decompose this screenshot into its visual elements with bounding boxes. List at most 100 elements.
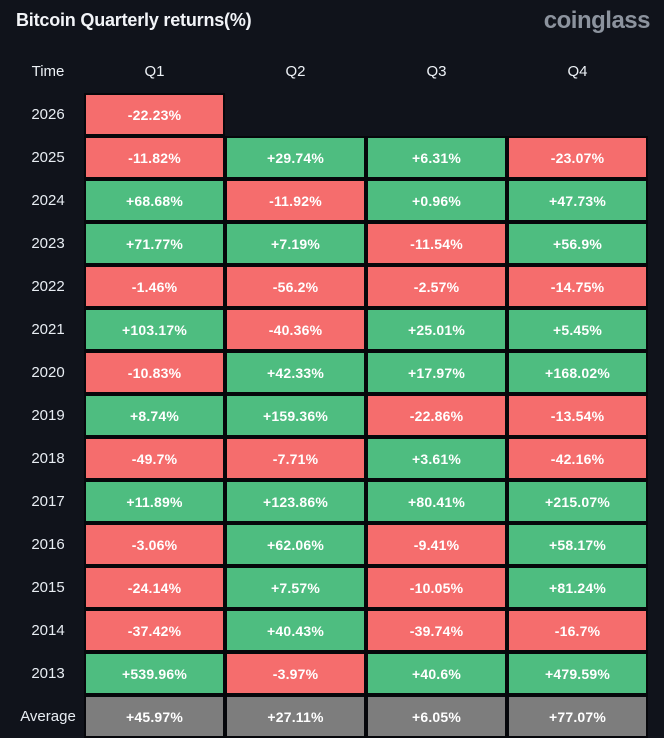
table-row: 2014 -37.42% +40.43% -39.74% -16.7% (0, 609, 664, 652)
cell-2013-q1: +539.96% (84, 652, 225, 695)
cell-2021-q3: +25.01% (366, 308, 507, 351)
cell-2023-q2: +7.19% (225, 222, 366, 265)
cell-2024-q4: +47.73% (507, 179, 648, 222)
cell-2021-q1: +103.17% (84, 308, 225, 351)
cell-2014-q1: -37.42% (84, 609, 225, 652)
row-label-year: 2019 (31, 407, 65, 424)
page-title: Bitcoin Quarterly returns(%) (16, 10, 252, 30)
cell-average-q1: +45.97% (84, 695, 225, 738)
row-label-year: 2020 (31, 364, 65, 381)
cell-2025-q3: +6.31% (366, 136, 507, 179)
cell-2015-q4: +81.24% (507, 566, 648, 609)
cell-2018-q2: -7.71% (225, 437, 366, 480)
row-label-average: Average (20, 708, 76, 725)
cell-2017-q2: +123.86% (225, 480, 366, 523)
table-header-row: Time Q1 Q2 Q3 Q4 (0, 50, 664, 93)
cell-2022-q3: -2.57% (366, 265, 507, 308)
row-label-year: 2021 (31, 321, 65, 338)
cell-2014-q3: -39.74% (366, 609, 507, 652)
cell-2025-q4: -23.07% (507, 136, 648, 179)
row-label-year: 2022 (31, 278, 65, 295)
cell-2014-q4: -16.7% (507, 609, 648, 652)
table-row: 2019 +8.74% +159.36% -22.86% -13.54% (0, 394, 664, 437)
cell-2016-q2: +62.06% (225, 523, 366, 566)
row-label-year: 2025 (31, 149, 65, 166)
cell-average-q2: +27.11% (225, 695, 366, 738)
table-row: 2022 -1.46% -56.2% -2.57% -14.75% (0, 265, 664, 308)
cell-2021-q4: +5.45% (507, 308, 648, 351)
cell-2022-q4: -14.75% (507, 265, 648, 308)
cell-2017-q4: +215.07% (507, 480, 648, 523)
row-label-year: 2023 (31, 235, 65, 252)
cell-2020-q1: -10.83% (84, 351, 225, 394)
column-header-q2: Q2 (285, 63, 306, 80)
cell-2020-q2: +42.33% (225, 351, 366, 394)
cell-2013-q3: +40.6% (366, 652, 507, 695)
table-row: 2017 +11.89% +123.86% +80.41% +215.07% (0, 480, 664, 523)
cell-2020-q3: +17.97% (366, 351, 507, 394)
table-row: 2016 -3.06% +62.06% -9.41% +58.17% (0, 523, 664, 566)
cell-2015-q1: -24.14% (84, 566, 225, 609)
coinglass-logo[interactable]: coinglass (543, 7, 651, 34)
row-label-year: 2026 (31, 106, 65, 123)
row-label-year: 2017 (31, 493, 65, 510)
cell-2025-q2: +29.74% (225, 136, 366, 179)
cell-2022-q1: -1.46% (84, 265, 225, 308)
cell-2018-q4: -42.16% (507, 437, 648, 480)
cell-2023-q1: +71.77% (84, 222, 225, 265)
cell-2019-q2: +159.36% (225, 394, 366, 437)
cell-2021-q2: -40.36% (225, 308, 366, 351)
cell-2018-q1: -49.7% (84, 437, 225, 480)
table-row: 2015 -24.14% +7.57% -10.05% +81.24% (0, 566, 664, 609)
cell-2020-q4: +168.02% (507, 351, 648, 394)
cell-2022-q2: -56.2% (225, 265, 366, 308)
cell-2016-q3: -9.41% (366, 523, 507, 566)
cell-2019-q4: -13.54% (507, 394, 648, 437)
column-header-q3: Q3 (426, 63, 447, 80)
table-row: 2018 -49.7% -7.71% +3.61% -42.16% (0, 437, 664, 480)
cell-2019-q1: +8.74% (84, 394, 225, 437)
cell-2017-q1: +11.89% (84, 480, 225, 523)
cell-2026-q4 (507, 93, 648, 136)
column-header-q4: Q4 (567, 63, 588, 80)
table-row: 2013 +539.96% -3.97% +40.6% +479.59% (0, 652, 664, 695)
cell-2018-q3: +3.61% (366, 437, 507, 480)
cell-2015-q2: +7.57% (225, 566, 366, 609)
cell-2015-q3: -10.05% (366, 566, 507, 609)
row-label-year: 2015 (31, 579, 65, 596)
row-label-year: 2013 (31, 665, 65, 682)
cell-2016-q4: +58.17% (507, 523, 648, 566)
cell-average-q3: +6.05% (366, 695, 507, 738)
cell-2019-q3: -22.86% (366, 394, 507, 437)
table-row: 2021 +103.17% -40.36% +25.01% +5.45% (0, 308, 664, 351)
table-row: 2025 -11.82% +29.74% +6.31% -23.07% (0, 136, 664, 179)
table-row: 2026 -22.23% (0, 93, 664, 136)
cell-2026-q3 (366, 93, 507, 136)
cell-2014-q2: +40.43% (225, 609, 366, 652)
cell-2023-q4: +56.9% (507, 222, 648, 265)
table-row: 2020 -10.83% +42.33% +17.97% +168.02% (0, 351, 664, 394)
cell-2016-q1: -3.06% (84, 523, 225, 566)
cell-2024-q2: -11.92% (225, 179, 366, 222)
row-label-year: 2016 (31, 536, 65, 553)
cell-2017-q3: +80.41% (366, 480, 507, 523)
table-row: 2024 +68.68% -11.92% +0.96% +47.73% (0, 179, 664, 222)
column-header-time: Time (31, 63, 65, 80)
row-label-year: 2024 (31, 192, 65, 209)
cell-2013-q4: +479.59% (507, 652, 648, 695)
cell-2013-q2: -3.97% (225, 652, 366, 695)
row-label-year: 2018 (31, 450, 65, 467)
cell-2023-q3: -11.54% (366, 222, 507, 265)
table-row: Average +45.97% +27.11% +6.05% +77.07% (0, 695, 664, 738)
table-row: 2023 +71.77% +7.19% -11.54% +56.9% (0, 222, 664, 265)
row-label-year: 2014 (31, 622, 65, 639)
column-header-q1: Q1 (144, 63, 165, 80)
cell-2025-q1: -11.82% (84, 136, 225, 179)
table-body: 2026 -22.23% 2025 -11.82% +29.74% +6.31% -23.0… (0, 93, 664, 738)
cell-2024-q1: +68.68% (84, 179, 225, 222)
cell-2024-q3: +0.96% (366, 179, 507, 222)
cell-average-q4: +77.07% (507, 695, 648, 738)
widget-header: Bitcoin Quarterly returns(%) coinglass (0, 0, 664, 50)
cell-2026-q1: -22.23% (84, 93, 225, 136)
